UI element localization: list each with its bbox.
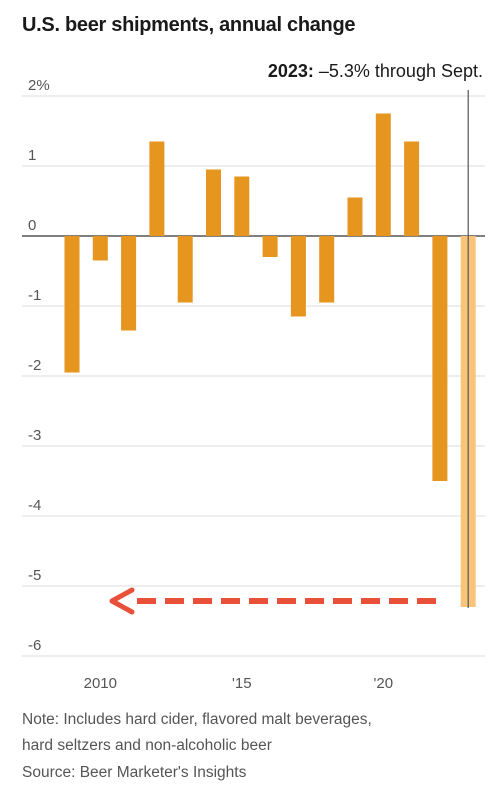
y-tick-label: 1	[28, 147, 36, 164]
bar-2018	[319, 236, 335, 303]
bar-2015	[234, 176, 250, 236]
y-tick-label: -4	[28, 497, 41, 514]
bar-2017	[290, 236, 306, 317]
bar-2013	[177, 236, 193, 303]
annotation-year: 2023:	[268, 61, 314, 81]
bar-2012	[149, 141, 165, 236]
bar-2009	[64, 236, 80, 373]
y-tick-label: 0	[28, 217, 36, 234]
annotation-value: –5.3% through Sept.	[314, 61, 483, 81]
y-tick-label: -1	[28, 287, 41, 304]
bar-chart: 2% 1 0 -1 -2 -3 -4 -5 -6 2010 '15 '20 2023: –5.3% …	[22, 61, 485, 692]
bar-2020	[375, 113, 391, 236]
y-axis-tick-labels: 2% 1 0 -1 -2 -3 -4 -5 -6	[28, 77, 50, 654]
annotation-text: 2023: –5.3% through Sept.	[268, 61, 483, 81]
x-tick-label: 2010	[84, 675, 117, 692]
x-axis-tick-labels: 2010 '15 '20	[84, 675, 393, 692]
y-tick-label: -5	[28, 567, 41, 584]
note-line-1: Note: Includes hard cider, flavored malt…	[22, 711, 372, 728]
note-line-2: hard seltzers and non-alcoholic beer	[22, 737, 272, 754]
x-tick-label: '15	[232, 675, 252, 692]
chart-title: U.S. beer shipments, annual change	[22, 14, 356, 36]
bar-2022	[432, 236, 448, 481]
bar-2011	[121, 236, 137, 331]
bar-2021	[404, 141, 420, 236]
x-tick-label: '20	[374, 675, 394, 692]
arrow-head	[109, 587, 135, 615]
bar-2010	[92, 236, 108, 261]
y-tick-label: -6	[28, 637, 41, 654]
bars	[64, 90, 476, 608]
bar-2019	[347, 197, 363, 236]
bar-2014	[206, 169, 221, 236]
y-tick-label: -2	[28, 357, 41, 374]
source-note: Source: Beer Marketer's Insights	[22, 764, 247, 781]
y-tick-label: 2%	[28, 77, 50, 94]
y-tick-label: -3	[28, 427, 41, 444]
bar-2016	[262, 236, 278, 257]
annotation-layer: 2023: –5.3% through Sept.	[109, 61, 483, 615]
